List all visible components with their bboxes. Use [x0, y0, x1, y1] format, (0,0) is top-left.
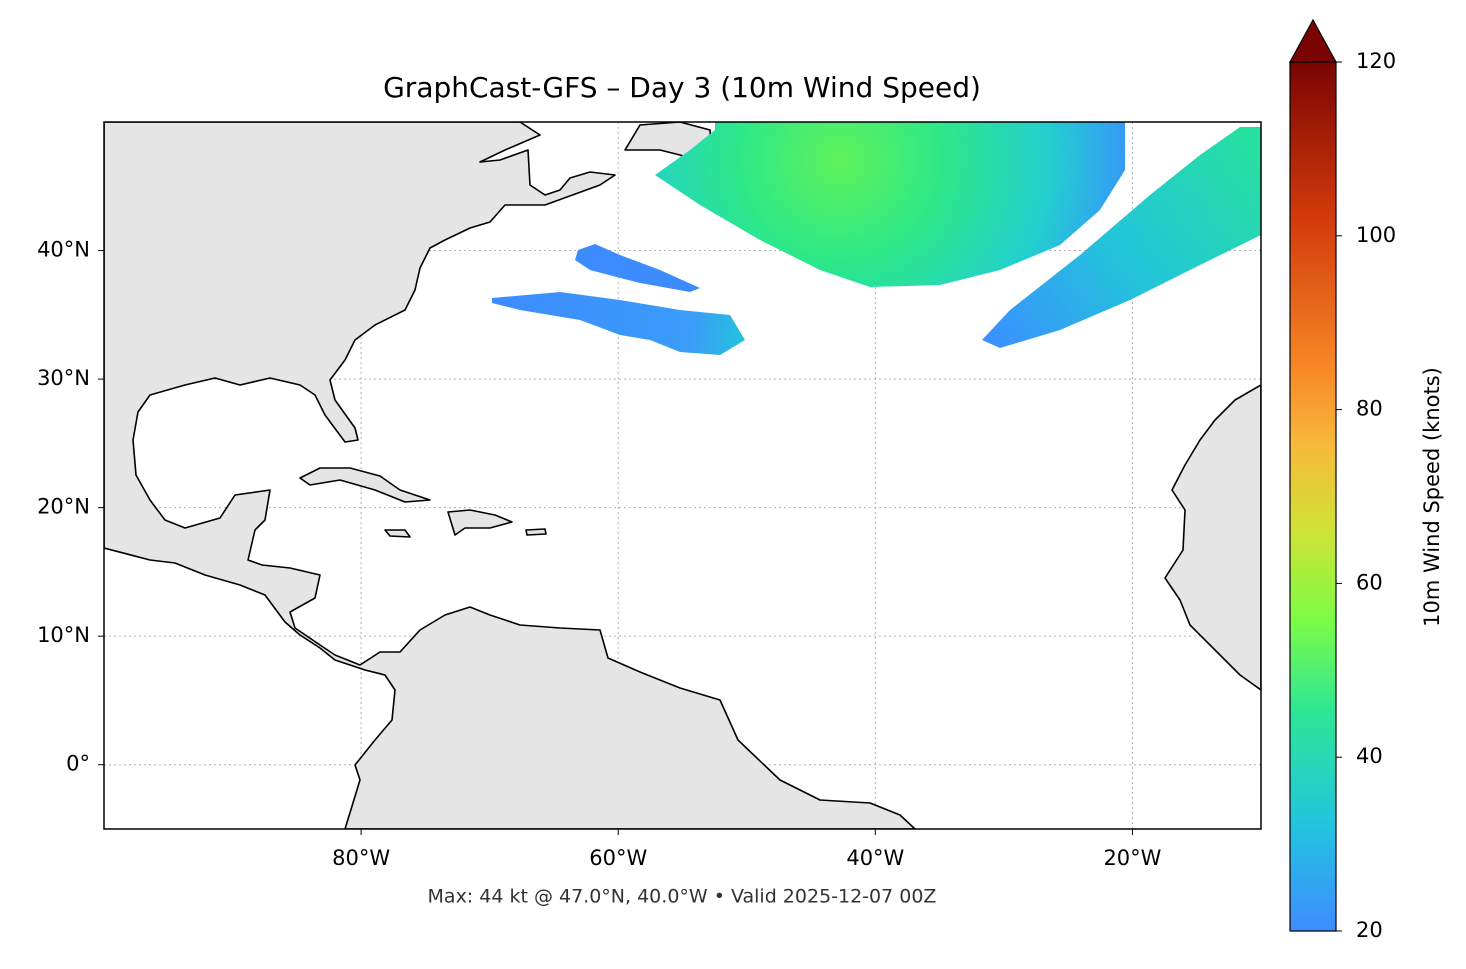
cuba — [299, 467, 431, 503]
y-tick-label: 40°N — [37, 238, 90, 262]
y-tick-label: 0° — [66, 752, 90, 776]
map-frame — [103, 121, 1262, 830]
colorbar-tick-label: 120 — [1356, 49, 1396, 73]
hispaniola — [447, 509, 513, 536]
chart-title: GraphCast-GFS – Day 3 (10m Wind Speed) — [383, 71, 981, 104]
africa — [1164, 384, 1261, 691]
y-tick-label: 20°N — [37, 495, 90, 519]
x-tick-label: 60°W — [589, 846, 647, 870]
americas — [104, 122, 916, 829]
colorbar-tick-label: 40 — [1356, 744, 1383, 768]
colorbar-extend — [1288, 18, 1338, 63]
wind-field — [655, 122, 1125, 287]
y-tick-label: 30°N — [37, 366, 90, 390]
wind-field — [492, 292, 745, 355]
colorbar — [1289, 61, 1337, 932]
colorbar-label: 10m Wind Speed (knots) — [1420, 367, 1444, 627]
footer-note: Max: 44 kt @ 47.0°N, 40.0°W • Valid 2025… — [428, 886, 937, 908]
x-tick-label: 40°W — [846, 846, 904, 870]
colorbar-tick-label: 20 — [1356, 918, 1383, 942]
colorbar-tick-label: 60 — [1356, 570, 1383, 594]
map — [104, 122, 1261, 829]
jamaica — [384, 529, 411, 538]
wind-field — [982, 127, 1261, 348]
y-tick-label: 10°N — [37, 623, 90, 647]
x-tick-label: 80°W — [332, 846, 390, 870]
colorbar-tick-label: 100 — [1356, 223, 1396, 247]
colorbar-tick-label: 80 — [1356, 397, 1383, 421]
puerto-rico — [525, 528, 547, 536]
x-tick-label: 20°W — [1103, 846, 1161, 870]
wind-field — [575, 244, 700, 292]
